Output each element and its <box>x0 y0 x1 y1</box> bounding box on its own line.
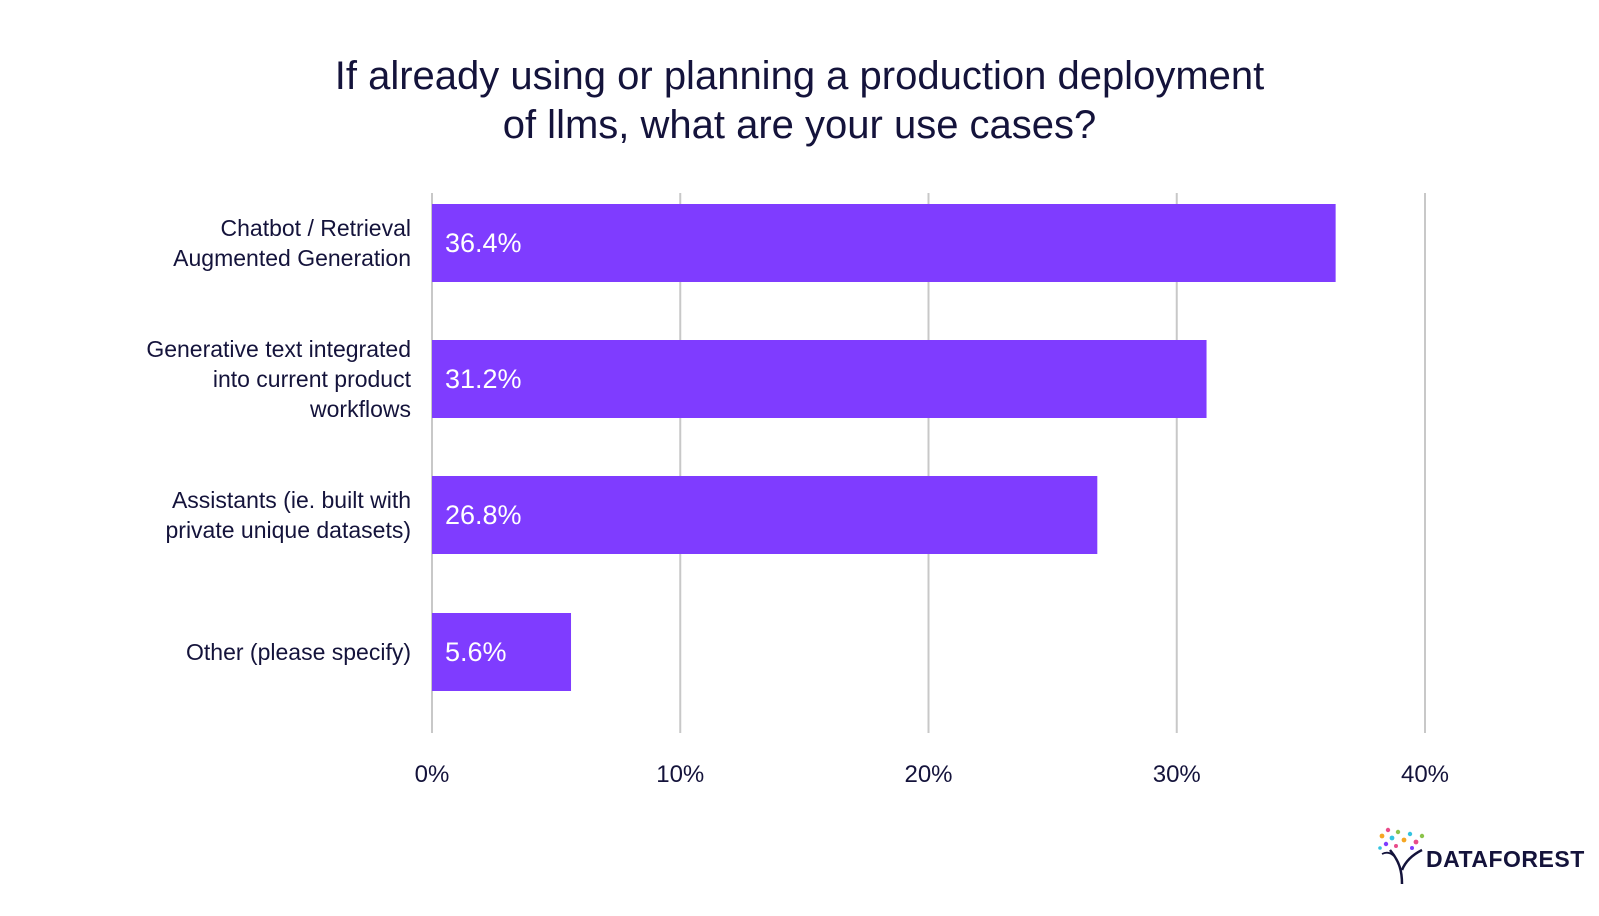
x-tick-label-2: 20% <box>904 761 952 788</box>
category-label-line: private unique datasets) <box>166 517 412 543</box>
bar-value-label-1: 31.2% <box>445 364 522 394</box>
category-label-line: Generative text integrated <box>146 336 411 362</box>
category-label-line: Augmented Generation <box>173 245 411 271</box>
x-tick-label-1: 10% <box>656 761 704 788</box>
chart-title-line-1: If already using or planning a productio… <box>334 54 1265 98</box>
x-tick-label-4: 40% <box>1401 761 1449 788</box>
category-label-0: Chatbot / Retrieval Augmented Generation <box>173 215 411 271</box>
category-label-line: Other (please specify) <box>186 639 411 665</box>
category-label-line: into current product <box>213 366 412 392</box>
bar-value-label-3: 5.6% <box>445 637 507 667</box>
tree-icon <box>1378 827 1425 885</box>
dataforest-logo: DATAFOREST <box>1378 826 1584 886</box>
category-label-line: Chatbot / Retrieval <box>221 215 411 241</box>
logo-text: DATAFOREST <box>1426 846 1585 872</box>
bar-1 <box>432 340 1207 418</box>
x-tick-label-0: 0% <box>415 761 450 788</box>
category-label-3: Other (please specify) <box>186 639 411 665</box>
chart-title-line-2: of llms, what are your use cases? <box>502 103 1097 147</box>
bar-2 <box>432 476 1098 554</box>
category-label-line: Assistants (ie. built with <box>172 487 411 513</box>
bar-value-label-0: 36.4% <box>445 228 522 258</box>
bar-3 <box>432 613 572 691</box>
x-tick-label-3: 30% <box>1153 761 1201 788</box>
bar-value-label-2: 26.8% <box>445 500 522 530</box>
category-label-1: Generative text integrated into current p… <box>146 336 411 422</box>
category-label-line: workflows <box>309 396 411 422</box>
category-label-2: Assistants (ie. built with private unique… <box>166 487 412 543</box>
chart-title: If already using or planning a productio… <box>0 52 1599 150</box>
bar-0 <box>432 204 1336 282</box>
